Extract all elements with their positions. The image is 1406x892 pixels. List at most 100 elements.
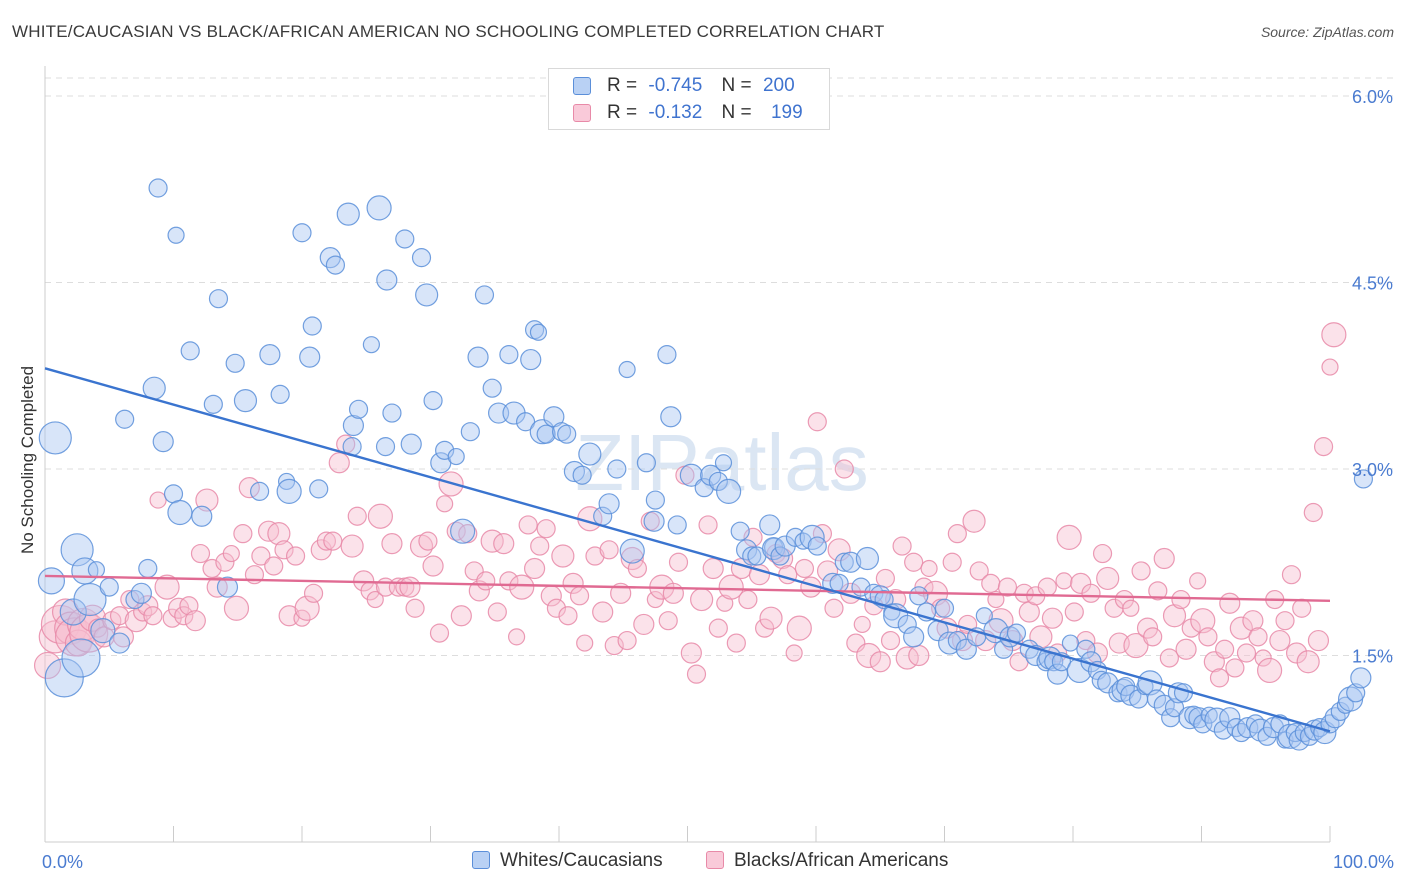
data-point [657, 345, 677, 365]
data-point [125, 589, 145, 610]
bottom-legend-label: Blacks/African Americans [734, 850, 949, 871]
data-point [759, 514, 781, 536]
data-point [340, 534, 364, 558]
data-point [328, 452, 350, 474]
data-point [1204, 707, 1230, 733]
data-point [869, 651, 891, 673]
data-point [167, 226, 185, 244]
data-point [1148, 581, 1168, 601]
data-point [154, 574, 180, 600]
data-point [1091, 670, 1111, 690]
data-point [1066, 657, 1093, 684]
data-point [323, 531, 343, 551]
data-point [415, 283, 439, 307]
data-point [270, 384, 290, 404]
data-point [794, 532, 812, 550]
data-point [1123, 632, 1149, 659]
bottom-legend-whites: Whites/Caucasians [472, 850, 663, 872]
data-point [1189, 572, 1207, 590]
data-point [1292, 598, 1312, 618]
data-point [375, 437, 396, 457]
data-point [1131, 561, 1151, 581]
legend-n-label: N = [721, 75, 752, 96]
data-point [64, 629, 93, 657]
data-point [436, 495, 454, 513]
data-point [238, 477, 260, 499]
bottom-legend-swatch-pink [706, 851, 724, 869]
data-point [1257, 657, 1283, 684]
data-point [325, 255, 346, 275]
source-label: Source: ZipAtlas.com [1260, 24, 1394, 40]
data-point [1353, 469, 1374, 489]
data-point [249, 481, 270, 501]
data-point [1307, 629, 1330, 652]
data-point [904, 552, 924, 572]
data-point [180, 341, 200, 361]
data-point [536, 424, 556, 444]
data-point [686, 664, 707, 684]
legend-n-label: N = [721, 102, 752, 123]
data-point [1061, 634, 1080, 652]
data-point [698, 515, 718, 535]
data-point [61, 638, 101, 678]
data-point [1086, 642, 1109, 664]
data-point [824, 598, 844, 618]
legend-n-value: 200 [762, 75, 795, 96]
data-point [726, 633, 746, 653]
data-point [880, 630, 901, 651]
y-tick-label: 3.0% [1352, 460, 1393, 480]
data-point [981, 573, 1001, 593]
data-point [856, 642, 882, 669]
data-point [38, 421, 72, 455]
data-point [447, 447, 465, 466]
data-point [267, 522, 291, 546]
bottom-legend-label: Whites/Caucasians [500, 850, 663, 871]
data-point [1190, 608, 1216, 634]
data-point [1321, 358, 1339, 376]
data-point [99, 577, 119, 597]
data-point [33, 651, 62, 680]
data-point [546, 598, 567, 618]
data-point [292, 223, 312, 243]
trend-line-whites [44, 367, 1331, 733]
data-point [474, 285, 495, 305]
data-point [736, 539, 758, 561]
data-point [1275, 611, 1295, 631]
data-point [233, 524, 253, 544]
data-point [124, 609, 148, 633]
data-point [529, 323, 548, 341]
data-point [274, 540, 294, 560]
data-point [840, 551, 862, 573]
data-point [251, 546, 271, 566]
data-point [742, 546, 762, 566]
data-point [604, 635, 624, 656]
data-point [1153, 547, 1175, 570]
data-point [167, 499, 193, 526]
data-point [435, 440, 455, 460]
data-point [1076, 639, 1096, 659]
data-point [643, 510, 665, 532]
data-point [708, 471, 728, 492]
data-point [694, 478, 714, 498]
data-point [909, 586, 929, 606]
data-point [1350, 667, 1372, 689]
data-point [619, 538, 645, 564]
bottom-legend-blacks: Blacks/African Americans [706, 850, 948, 872]
data-point [293, 609, 311, 627]
data-point [487, 602, 507, 622]
data-point [834, 459, 854, 479]
data-point [716, 478, 742, 504]
data-point [216, 576, 239, 598]
legend-r-label: R = [607, 75, 638, 96]
data-point [276, 478, 302, 504]
data-point [382, 403, 402, 423]
data-point [633, 613, 655, 636]
data-point [853, 615, 871, 634]
data-point [969, 561, 989, 581]
data-point [1064, 602, 1084, 622]
data-point [148, 178, 168, 198]
data-point [1219, 707, 1241, 729]
x-tick-label-min: 0.0% [42, 852, 84, 872]
data-point [530, 536, 550, 556]
data-point [668, 552, 689, 572]
